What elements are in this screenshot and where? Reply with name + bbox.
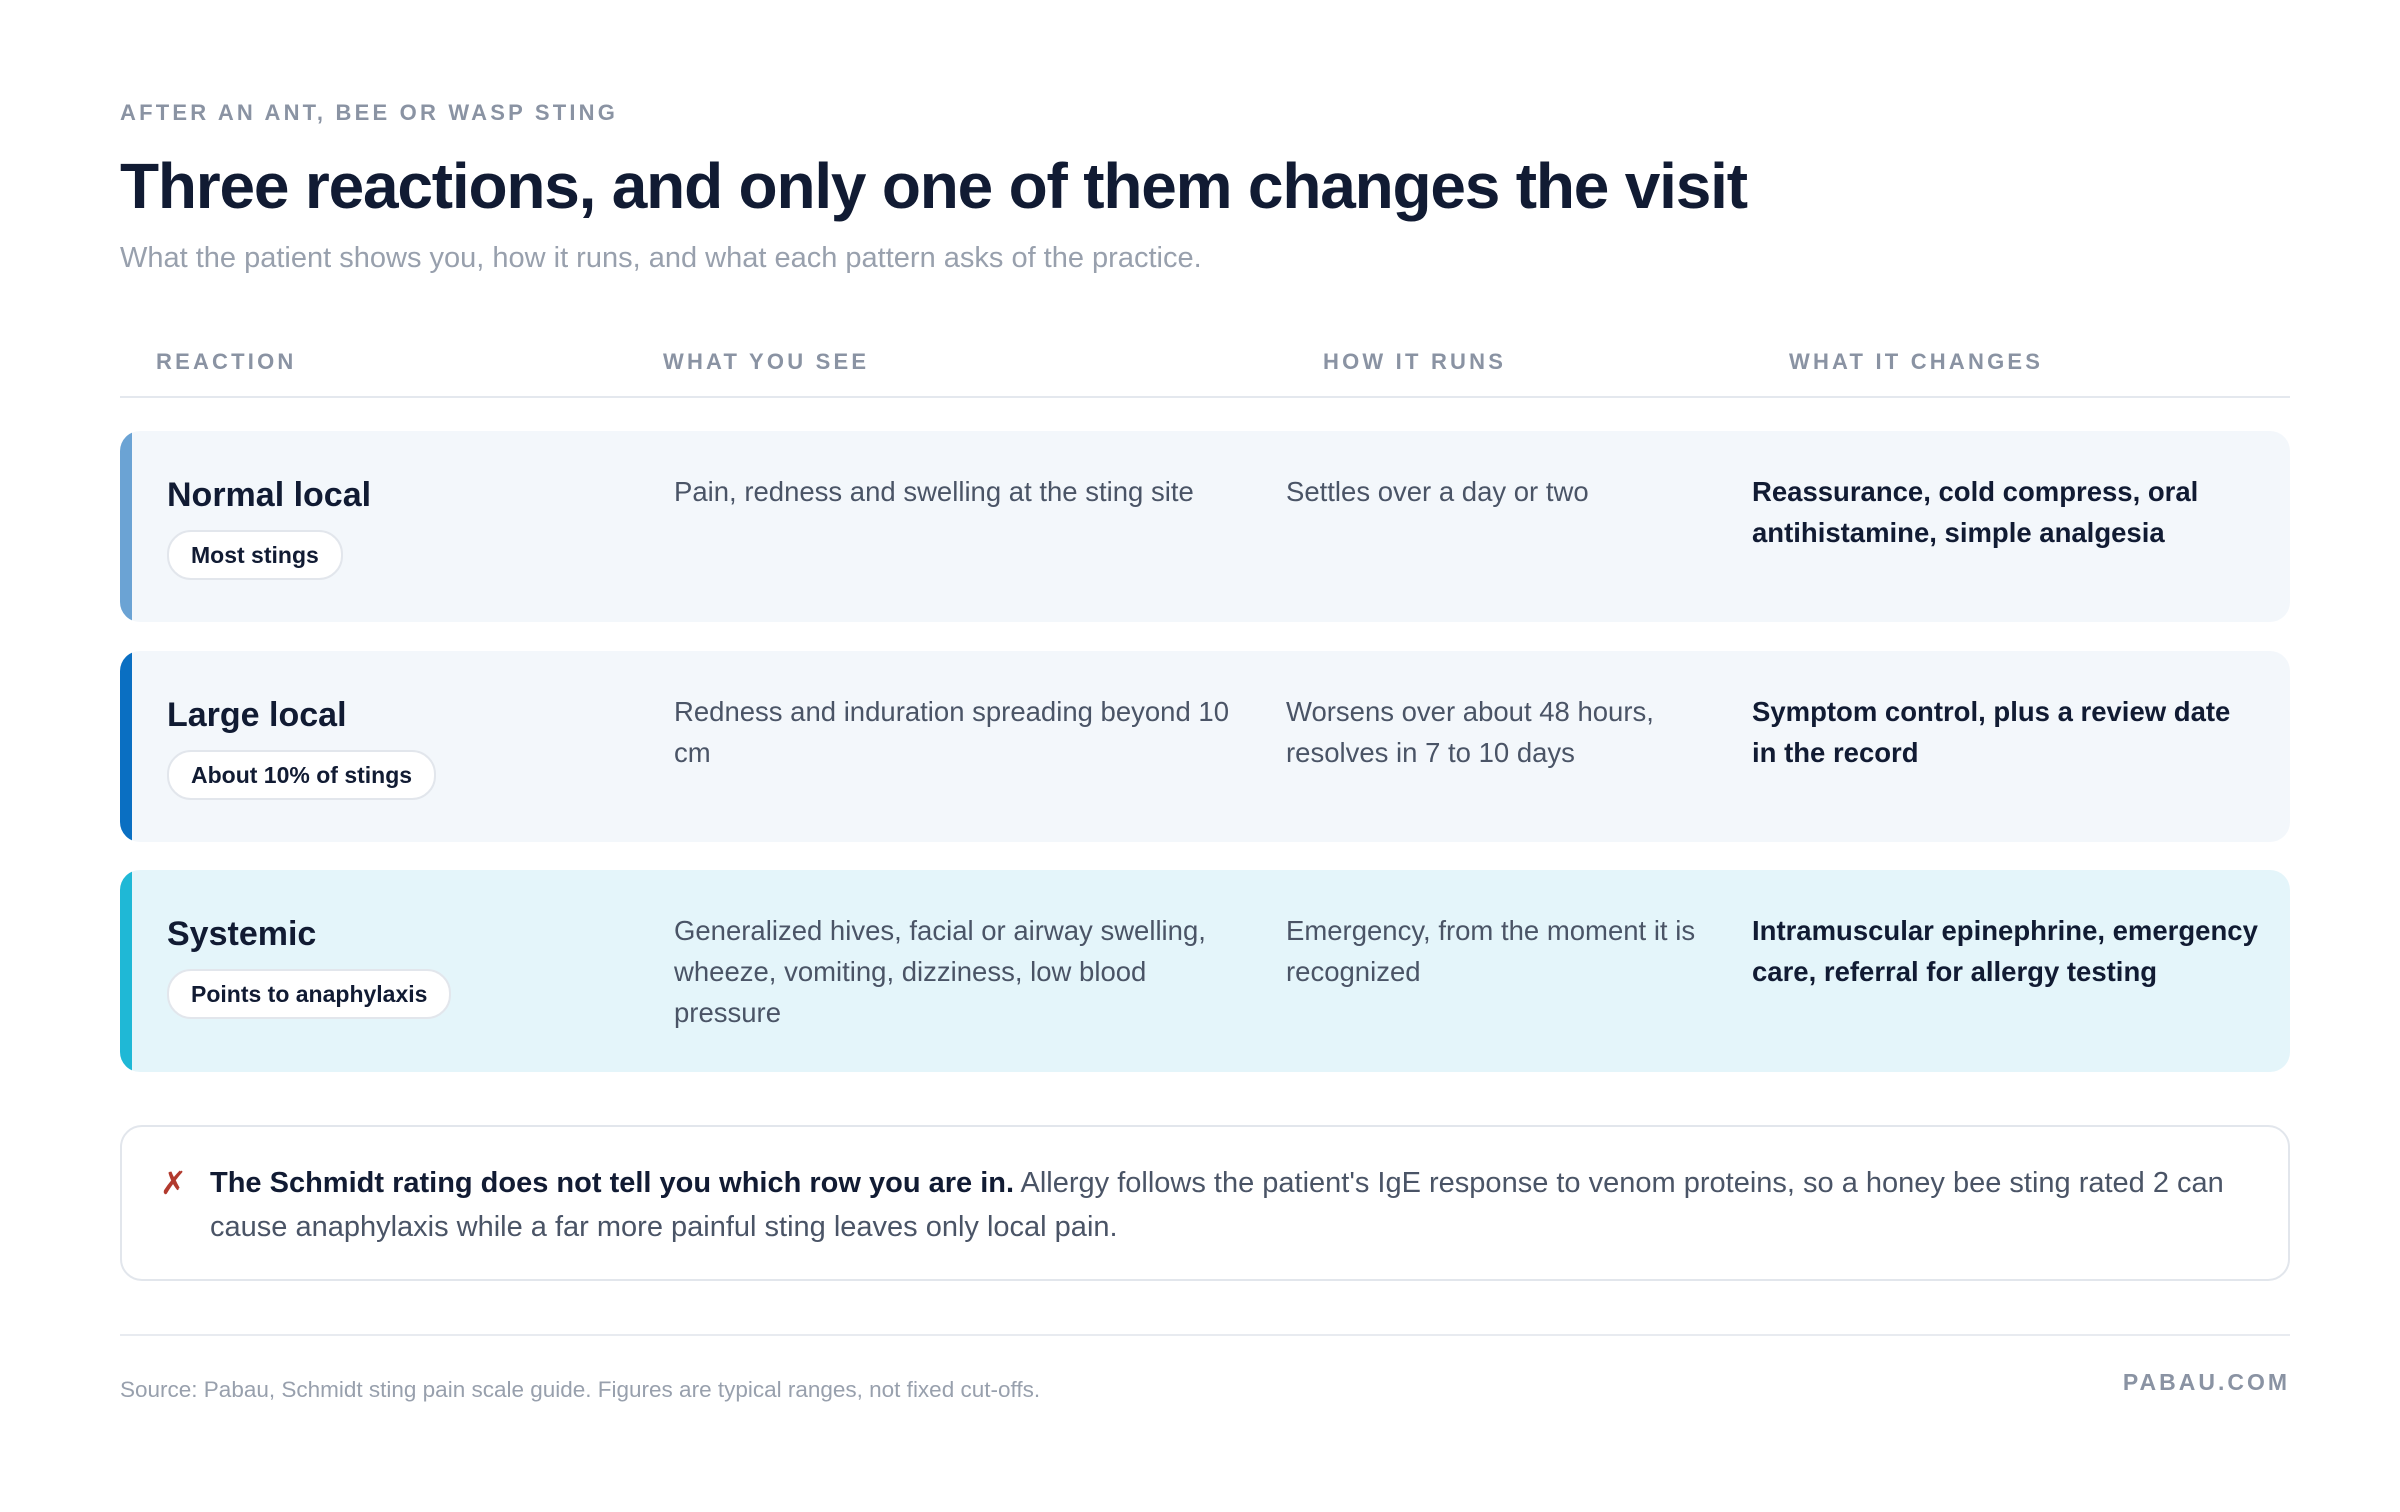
source-note: Source: Pabau, Schmidt sting pain scale …	[120, 1377, 1041, 1402]
row-accent-bar	[120, 870, 132, 1072]
page-title: Three reactions, and only one of them ch…	[120, 150, 1748, 222]
frequency-badge: Most stings	[167, 530, 343, 580]
table-row-systemic: Systemic Points to anaphylaxis Generaliz…	[120, 870, 2290, 1072]
column-header-how-it-runs: HOW IT RUNS	[1323, 349, 1507, 374]
frequency-badge: Points to anaphylaxis	[167, 969, 452, 1019]
column-header-reaction: REACTION	[156, 349, 297, 374]
callout-body: Allergy follows the patient's IgE respon…	[210, 1167, 2224, 1243]
what-it-changes-cell: Intramuscular epinephrine, emergency car…	[1752, 915, 2258, 987]
how-it-runs-cell: Emergency, from the moment it is recogni…	[1286, 915, 1696, 987]
what-you-see-cell: Generalized hives, facial or airway swel…	[674, 915, 1206, 1028]
what-you-see-cell: Redness and induration spreading beyond …	[674, 696, 1229, 768]
page-subtitle: What the patient shows you, how it runs,…	[120, 242, 1202, 274]
cross-mark-icon: ✗	[160, 1164, 187, 1202]
column-header-what-you-see: WHAT YOU SEE	[663, 349, 870, 374]
reaction-name: Normal local	[167, 476, 372, 514]
row-accent-bar	[120, 431, 132, 622]
table-row-normal-local: Normal local Most stings Pain, redness a…	[120, 431, 2290, 622]
how-it-runs-cell: Settles over a day or two	[1286, 476, 1589, 507]
row-accent-bar	[120, 651, 132, 842]
reaction-name: Large local	[167, 696, 347, 734]
callout-lead: The Schmidt rating does not tell you whi…	[210, 1167, 1015, 1199]
what-it-changes-cell: Reassurance, cold compress, oral antihis…	[1752, 476, 2199, 548]
column-header-what-it-changes: WHAT IT CHANGES	[1789, 349, 2044, 374]
table-row-large-local: Large local About 10% of stings Redness …	[120, 651, 2290, 842]
brand-link[interactable]: PABAU.COM	[2122, 1369, 2290, 1395]
eyebrow: AFTER AN ANT, BEE OR WASP STING	[120, 100, 619, 125]
schmidt-rating-callout: ✗ The Schmidt rating does not tell you w…	[120, 1125, 2290, 1281]
how-it-runs-cell: Worsens over about 48 hours, resolves in…	[1286, 696, 1654, 768]
what-you-see-cell: Pain, redness and swelling at the sting …	[674, 476, 1194, 507]
page: AFTER AN ANT, BEE OR WASP STING Three re…	[120, 0, 2290, 1512]
callout-text: The Schmidt rating does not tell you whi…	[210, 1161, 2240, 1249]
frequency-badge: About 10% of stings	[167, 750, 437, 800]
footer-divider	[120, 1334, 2290, 1336]
what-it-changes-cell: Symptom control, plus a review date in t…	[1752, 696, 2231, 768]
reaction-name: Systemic	[167, 915, 317, 953]
header-divider	[120, 396, 2290, 398]
